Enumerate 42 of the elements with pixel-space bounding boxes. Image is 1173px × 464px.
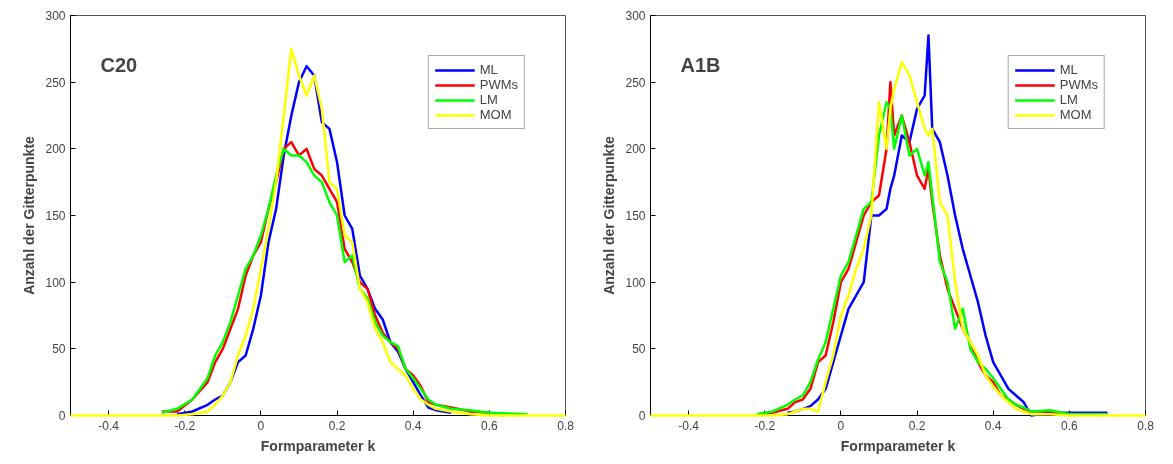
x-axis-title: Formparameter k xyxy=(840,437,956,454)
legend-label: PWMs xyxy=(1059,77,1098,92)
y-tick-label: 100 xyxy=(625,275,646,290)
y-tick-label: 50 xyxy=(632,342,646,357)
x-tick-label: 0.8 xyxy=(557,418,575,433)
y-tick-label: 150 xyxy=(45,209,66,223)
x-tick-label: -0.4 xyxy=(98,418,120,433)
text: C20 xyxy=(100,53,138,76)
x-tick-label: 0.4 xyxy=(404,418,422,433)
x-tick-label: -0.2 xyxy=(174,418,196,433)
x-tick-label: -0.4 xyxy=(678,418,700,433)
y-tick-label: 100 xyxy=(45,275,66,290)
x-tick-label: 0.2 xyxy=(328,418,346,433)
legend-label: MOM xyxy=(1059,107,1092,122)
x-tick-label: 0.2 xyxy=(908,418,926,433)
y-tick-label: 250 xyxy=(45,75,66,90)
x-tick-label: 0 xyxy=(257,418,265,433)
legend-label: ML xyxy=(1059,62,1079,77)
y-tick-label: 150 xyxy=(625,209,646,223)
y-tick-label: 0 xyxy=(58,409,66,423)
x-axis-title: Formparameter k xyxy=(260,437,376,454)
x-tick-label: -0.2 xyxy=(754,418,776,433)
y-tick-label: 200 xyxy=(625,142,646,157)
y-tick-label: 0 xyxy=(638,409,646,423)
x-tick-label: 0.6 xyxy=(1061,418,1079,433)
x-tick-label: 0.4 xyxy=(984,418,1002,433)
y-tick-label: 300 xyxy=(625,9,646,23)
x-tick-label: 0.6 xyxy=(481,418,499,433)
legend-label: ML xyxy=(479,62,499,77)
y-tick-label: 50 xyxy=(52,342,66,357)
x-tick-label: 0 xyxy=(837,418,845,433)
legend-label: LM xyxy=(1059,92,1079,107)
x-tick-label: 0.8 xyxy=(1137,418,1155,433)
y-tick-label: 250 xyxy=(625,75,646,90)
legend-label: PWMs xyxy=(479,77,518,92)
legend-label: LM xyxy=(479,92,499,107)
y-axis-title: Anzahl der Gitterpunkte xyxy=(21,135,38,295)
legend-label: MOM xyxy=(479,107,512,122)
y-tick-label: 200 xyxy=(45,142,66,157)
y-tick-label: 300 xyxy=(45,9,66,23)
text: A1B xyxy=(680,53,721,76)
y-axis-title: Anzahl der Gitterpunkte xyxy=(601,135,618,295)
